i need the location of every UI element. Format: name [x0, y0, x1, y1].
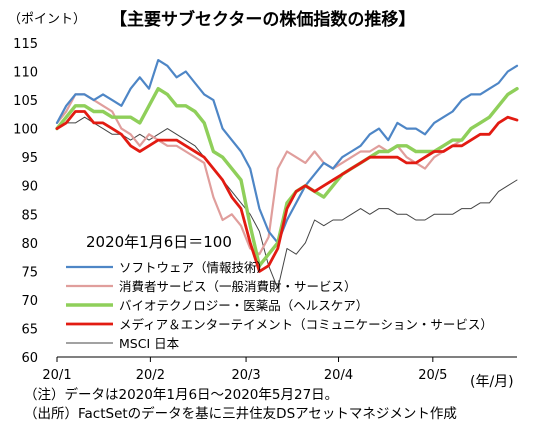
series-line-0	[55, 58, 519, 244]
x-tick-label: 20/4	[324, 368, 353, 383]
y-tick-label: 115	[13, 37, 38, 52]
y-axis-unit-label: （ポイント）	[8, 12, 87, 27]
legend: ソフトウェア（情報技術） 消費者サービス（一般消費財・サービス） バイオテクノロジー…	[66, 260, 493, 351]
y-tick-label: 70	[21, 294, 38, 309]
y-tick-label: 65	[21, 322, 38, 337]
series-lines	[55, 58, 519, 289]
y-tick-label: 75	[21, 265, 38, 280]
y-tick-label: 100	[13, 123, 38, 138]
x-tick-label: 20/1	[42, 368, 71, 383]
chart-notes: （注）データは2020年1月6日～2020年5月27日。 （出所）FactSet…	[24, 386, 457, 424]
base-date-annotation: 2020年1月6日＝100	[86, 233, 232, 251]
chart-title: 【主要サブセクターの株価指数の推移】	[110, 10, 416, 30]
x-tick-label: 20/3	[231, 368, 260, 383]
y-tick-label: 95	[21, 151, 38, 166]
y-tick-label: 105	[13, 94, 38, 109]
legend-label-1: 消費者サービス（一般消費財・サービス）	[119, 279, 357, 294]
series-line-2	[55, 86, 519, 268]
x-axis-unit-label: (年/月)	[470, 374, 514, 390]
y-axis: 60 65 70 75 80 85 90 95 100 105 110 115	[13, 37, 38, 366]
legend-label-3: メディア＆エンターテイメント（コミュニケーション・サービス）	[119, 317, 493, 332]
legend-label-2: バイオテクノロジー・医薬品（ヘルスケア）	[119, 298, 368, 313]
note-source: （出所）FactSetのデータを基に三井住友DSアセットマネジメント作成	[24, 406, 457, 422]
y-tick-label: 110	[13, 66, 38, 81]
series-line-1	[55, 87, 519, 256]
y-tick-label: 85	[21, 208, 38, 223]
y-tick-label: 60	[21, 351, 38, 366]
x-tick-label: 20/2	[136, 368, 165, 383]
x-tick-label: 20/5	[418, 368, 447, 383]
series-line-3	[55, 110, 519, 273]
y-tick-label: 80	[21, 237, 38, 252]
legend-label-4: MSCI 日本	[119, 336, 180, 351]
note-period: （注）データは2020年1月6日～2020年5月27日。	[24, 387, 339, 403]
x-axis: 20/1 20/2 20/3 20/4 20/5	[42, 356, 517, 383]
y-tick-label: 90	[21, 180, 38, 195]
legend-label-0: ソフトウェア（情報技術）	[119, 260, 269, 275]
